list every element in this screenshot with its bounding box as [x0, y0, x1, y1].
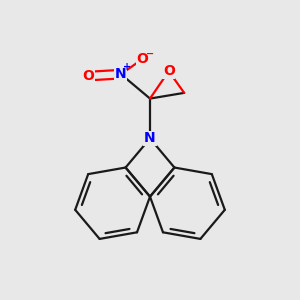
- Text: O: O: [83, 69, 94, 83]
- Text: N: N: [144, 131, 156, 146]
- Text: −: −: [146, 49, 154, 59]
- Text: O: O: [137, 52, 148, 66]
- Text: O: O: [163, 64, 175, 78]
- Text: N: N: [115, 67, 127, 81]
- Text: +: +: [123, 62, 132, 72]
